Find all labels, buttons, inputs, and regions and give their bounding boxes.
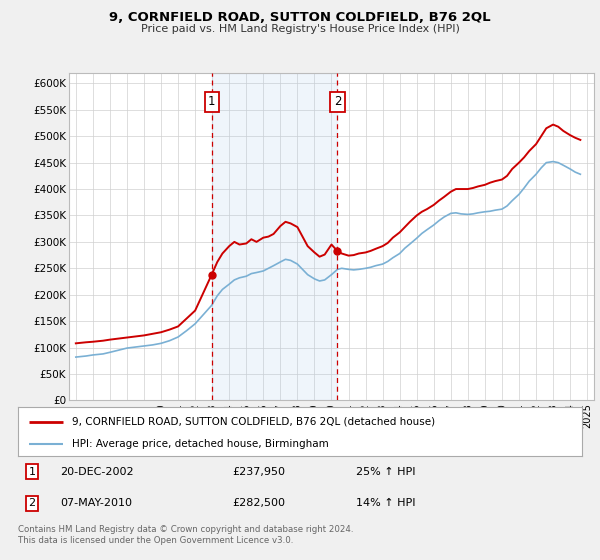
Text: Contains HM Land Registry data © Crown copyright and database right 2024.
This d: Contains HM Land Registry data © Crown c… <box>18 525 353 545</box>
Bar <box>212 73 337 400</box>
Text: 1: 1 <box>208 95 215 109</box>
Text: 25% ↑ HPI: 25% ↑ HPI <box>356 467 416 477</box>
Text: 1: 1 <box>29 467 35 477</box>
Text: 20-DEC-2002: 20-DEC-2002 <box>60 467 134 477</box>
Text: 07-MAY-2010: 07-MAY-2010 <box>60 498 133 508</box>
Text: 2: 2 <box>29 498 35 508</box>
Text: £282,500: £282,500 <box>232 498 286 508</box>
Text: £237,950: £237,950 <box>232 467 286 477</box>
Text: 9, CORNFIELD ROAD, SUTTON COLDFIELD, B76 2QL (detached house): 9, CORNFIELD ROAD, SUTTON COLDFIELD, B76… <box>71 417 435 427</box>
Text: 9, CORNFIELD ROAD, SUTTON COLDFIELD, B76 2QL: 9, CORNFIELD ROAD, SUTTON COLDFIELD, B76… <box>109 11 491 24</box>
Text: HPI: Average price, detached house, Birmingham: HPI: Average price, detached house, Birm… <box>71 439 328 449</box>
Text: 14% ↑ HPI: 14% ↑ HPI <box>356 498 416 508</box>
Text: Price paid vs. HM Land Registry's House Price Index (HPI): Price paid vs. HM Land Registry's House … <box>140 24 460 34</box>
Text: 2: 2 <box>334 95 341 109</box>
